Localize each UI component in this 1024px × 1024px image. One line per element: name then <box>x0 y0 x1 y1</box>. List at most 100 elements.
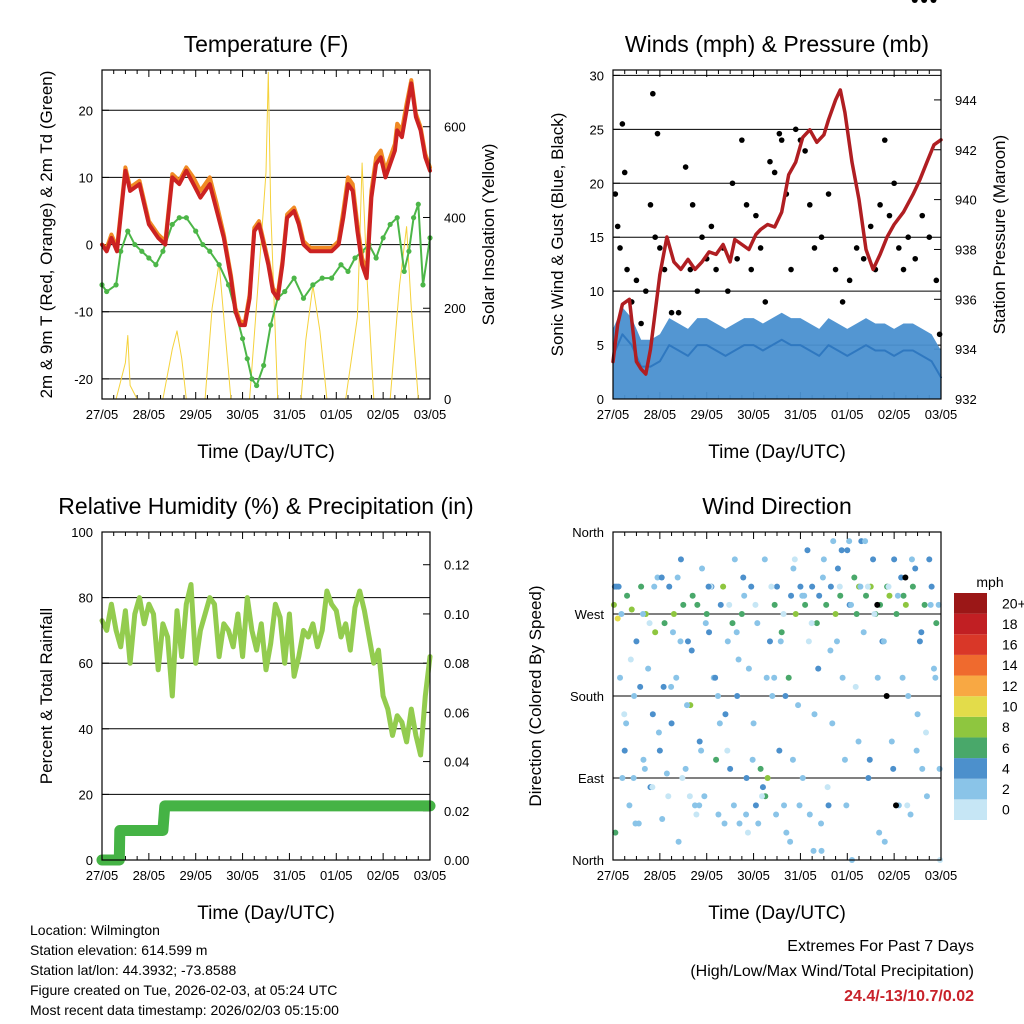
direction-point <box>829 720 836 727</box>
direction-point <box>909 583 916 590</box>
pressure-line <box>611 88 943 376</box>
y-tick-label: 0 <box>86 238 93 253</box>
y2-tick-label: 0.06 <box>444 705 469 720</box>
direction-point <box>754 620 761 627</box>
plot-area <box>96 582 436 866</box>
plot-frame <box>612 531 942 861</box>
plot-frame <box>101 531 431 861</box>
direction-point <box>844 547 851 554</box>
x-tick-label: 27/05 <box>86 868 119 883</box>
x-tick-label: 29/05 <box>179 868 212 883</box>
direction-point <box>689 592 696 599</box>
direction-point <box>656 747 663 754</box>
direction-point <box>631 693 638 699</box>
y-tick-label: North <box>572 525 604 540</box>
direction-point <box>811 711 818 718</box>
x-tick-label: 30/05 <box>737 407 770 422</box>
latest-timestamp: Most recent data timestamp: 2026/02/03 0… <box>30 1002 339 1018</box>
direction-point <box>834 565 841 572</box>
y-axis-label: 2m & 9m T (Red, Orange) & 2m Td (Green) <box>37 71 56 399</box>
direction-point <box>802 601 809 608</box>
direction-point <box>888 738 895 745</box>
x-tick-label: 31/05 <box>273 868 306 883</box>
direction-point <box>919 765 926 772</box>
direction-point <box>902 601 909 608</box>
x-tick-label: 01/05 <box>831 868 864 883</box>
x-tick-label: 29/05 <box>179 407 212 422</box>
direction-point <box>659 816 666 822</box>
direction-point <box>729 620 736 627</box>
direction-point <box>836 583 843 590</box>
x-tick-label: 27/05 <box>86 407 119 422</box>
x-axis-label: Time (Day/UTC) <box>708 903 846 924</box>
station-location: Location: Wilmington <box>30 922 160 938</box>
x-axis-label: Time (Day/UTC) <box>197 903 335 924</box>
direction-point <box>808 620 815 627</box>
direction-point <box>743 811 750 818</box>
direction-point <box>851 574 858 581</box>
gust-point <box>694 288 701 294</box>
x-tick-label: 30/05 <box>226 407 259 422</box>
direction-point <box>921 601 928 608</box>
direction-point <box>722 711 729 718</box>
precip-line <box>96 800 436 866</box>
gust-point <box>753 212 759 219</box>
plot-area <box>611 88 943 399</box>
gust-point <box>624 266 630 273</box>
direction-point <box>871 611 878 617</box>
direction-point <box>777 638 784 645</box>
gust-point <box>713 266 719 273</box>
direction-point <box>832 611 839 617</box>
colorbar-label: 14 <box>1002 657 1018 673</box>
gust-point <box>621 169 628 176</box>
y-tick-label: 10 <box>590 284 604 299</box>
temp-2m-line <box>100 81 432 328</box>
y-tick-label: 80 <box>79 591 93 606</box>
direction-point <box>806 811 813 818</box>
direction-point <box>898 574 905 581</box>
gust-point <box>657 245 663 251</box>
direction-point <box>792 611 799 617</box>
direction-point <box>788 592 795 599</box>
direction-point <box>619 775 626 781</box>
y2-axis-label: Station Pressure (Maroon) <box>990 135 1009 334</box>
direction-point <box>680 601 687 608</box>
y-axis-label: Direction (Colored By Speed) <box>526 585 545 806</box>
gust-point <box>687 266 694 273</box>
direction-point <box>696 738 703 745</box>
y2-tick-label: 200 <box>444 301 466 316</box>
colorbar-label: 18 <box>1002 616 1018 632</box>
x-tick-label: 30/05 <box>226 868 259 883</box>
gust-point <box>729 180 736 187</box>
y2-tick-label: 942 <box>955 143 977 158</box>
colorbar-label: 10 <box>1002 699 1018 715</box>
direction-point <box>907 811 914 818</box>
direction-point <box>776 747 783 754</box>
direction-point <box>736 820 743 827</box>
gust-point <box>853 245 860 251</box>
x-tick-label: 28/05 <box>133 868 166 883</box>
direction-point <box>632 820 639 827</box>
direction-point <box>778 629 785 636</box>
direction-point <box>874 674 881 681</box>
direction-point <box>855 738 862 745</box>
y2-tick-label: 938 <box>955 242 977 257</box>
direction-point <box>750 720 757 727</box>
gust-point <box>860 255 867 262</box>
direction-point <box>818 820 825 827</box>
panel-3: Relative Humidity (%) & Precipitation (i… <box>37 493 474 924</box>
gust-point <box>689 202 696 208</box>
y2-axis-label: Solar Insolation (Yellow) <box>479 144 498 326</box>
direction-point <box>759 793 766 800</box>
direction-point <box>688 647 695 654</box>
direction-point <box>930 0 937 3</box>
direction-point <box>833 638 840 645</box>
y2-tick-label: 936 <box>955 292 977 307</box>
direction-point <box>885 583 892 590</box>
y2-tick-label: 944 <box>955 93 977 108</box>
x-tick-label: 28/05 <box>133 407 166 422</box>
direction-point <box>618 611 625 617</box>
direction-point <box>890 765 897 772</box>
y2-tick-label: 934 <box>955 342 977 357</box>
y-tick-label: 25 <box>590 122 604 137</box>
